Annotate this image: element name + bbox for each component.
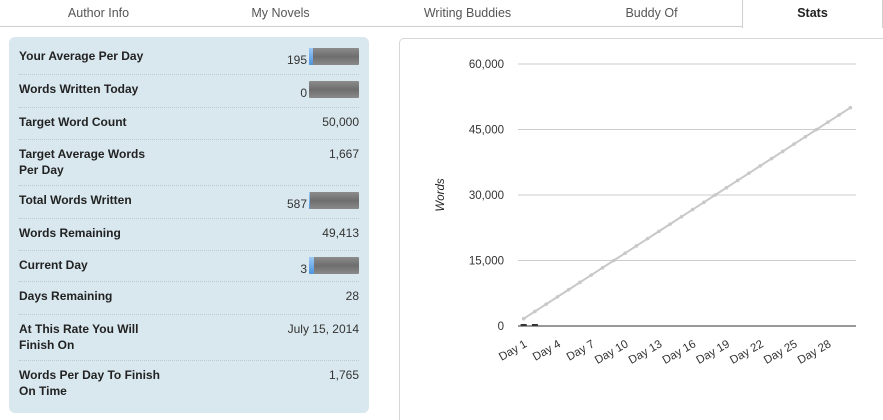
target-line [523,106,851,320]
x-tick-label: Day 1 [497,338,529,363]
x-tick-label: Day 19 [694,338,732,367]
y-tick-label: 45,000 [469,125,504,137]
tab-stats[interactable]: Stats [742,0,883,28]
x-tick-label: Day 13 [627,338,665,367]
words-bar [520,324,527,326]
progress-bar [309,257,359,274]
x-tick-label: Day 7 [565,338,597,363]
tab-buddy-of[interactable]: Buddy Of [625,6,678,20]
y-axis-title: Words [435,178,447,211]
stat-row-days-remaining: Days Remaining 28 [19,282,359,315]
target-point [724,185,729,190]
stat-row-words-remaining: Words Remaining 49,413 [19,219,359,251]
stat-value: July 15, 2014 [287,322,359,336]
words-bar [531,324,538,326]
target-point [544,302,548,306]
target-point [600,265,605,270]
y-tick-label: 60,000 [469,59,504,71]
y-tick-label: 15,000 [469,256,504,268]
target-point [758,164,763,168]
y-tick-label: 30,000 [469,190,504,202]
x-tick-label: Day 10 [593,338,631,367]
progress-bar [309,48,359,65]
target-point [634,244,639,248]
stat-label: Total Words Written [19,193,132,207]
stat-row-target-word-count: Target Word Count 50,000 [19,108,359,140]
target-point [713,193,717,197]
target-point [769,156,774,161]
tab-author-info[interactable]: Author Info [67,6,130,20]
stat-row-target-average: Target Average Words Per Day 1,667 [19,140,359,186]
target-point [690,207,695,212]
target-point [747,171,751,175]
stat-value: 1,667 [328,147,359,161]
progress-bar-fill [309,192,310,209]
stat-row-finish-date: At This Rate You Will Finish On July 15,… [19,315,359,361]
target-point [566,287,571,292]
stat-label: Current Day [19,258,88,272]
target-point [814,127,819,132]
tab-bar: Author Info My Novels Writing Buddies Bu… [0,0,883,28]
words-chart: 0 15,000 30,000 45,000 60,000 Words Day 1 Day 4… [435,59,856,367]
tab-writing-buddies[interactable]: Writing Buddies [423,6,512,20]
target-point [780,149,785,154]
target-point [837,113,841,117]
stat-row-average-per-day: Your Average Per Day 195 [19,42,359,75]
stat-label: Words Per Day To Finish On Time [19,368,160,398]
stat-label: At This Rate You Will Finish On [19,322,139,352]
y-tick-label: 0 [498,321,504,333]
target-point [848,105,853,110]
stat-label: Target Word Count [19,115,127,129]
x-tick-label: Day 4 [531,338,564,364]
target-point [679,215,684,219]
tab-my-novels[interactable]: My Novels [251,6,310,20]
target-point [702,200,706,205]
target-point [589,273,594,277]
stat-label: Words Remaining [19,226,121,240]
target-point [826,120,830,125]
target-point [578,280,582,285]
x-tick-label: Day 22 [728,338,766,367]
stat-label: Target Average Words Per Day [19,147,146,177]
target-point [521,316,526,321]
stat-label: Days Remaining [19,289,113,303]
progress-bar [309,81,359,98]
x-tick-label: Day 28 [796,338,834,367]
target-point [555,295,560,299]
target-point [735,178,740,183]
target-point [657,229,661,234]
stat-value: 49,413 [322,226,359,240]
stat-value: 195 [286,53,307,67]
x-tick-label: Day 16 [661,338,699,367]
stat-value: 587 [286,197,307,211]
stat-row-current-day: Current Day 3 [19,251,359,282]
stat-value: 3 [300,262,307,276]
target-point [611,258,616,263]
target-point [792,142,796,146]
stat-value: 28 [345,289,359,303]
progress-bar-fill [309,257,314,274]
target-point [645,236,650,241]
stat-row-words-today: Words Written Today 0 [19,75,359,108]
stat-value: 1,765 [328,368,359,382]
stats-panel: Your Average Per Day 195 Words Written T… [9,37,369,413]
target-point [533,309,537,314]
progress-bar [309,192,359,209]
target-point [623,251,627,256]
target-point [668,222,672,226]
x-tick-label: Day 25 [762,338,800,367]
stat-value: 50,000 [322,115,359,129]
chart-panel: 0 15,000 30,000 45,000 60,000 Words Day 1 Day 4… [399,38,883,420]
target-point [803,134,808,139]
stat-label: Words Written Today [19,82,139,96]
stat-row-words-per-day-needed: Words Per Day To Finish On Time 1,765 [19,361,359,407]
stat-label: Your Average Per Day [19,49,144,63]
progress-bar-fill [309,48,313,65]
stat-row-total-words: Total Words Written 587 [19,186,359,219]
stat-value: 0 [300,86,307,100]
